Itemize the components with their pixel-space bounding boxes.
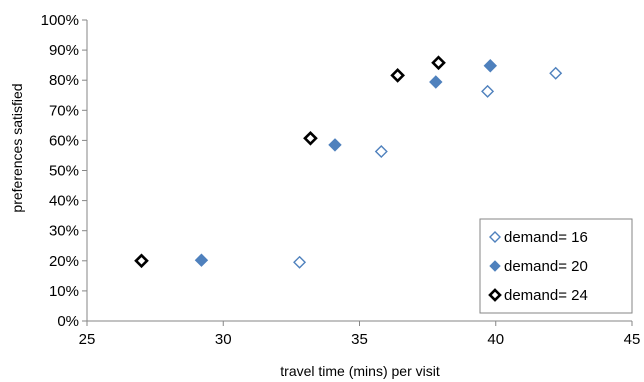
legend-marker-series-2	[489, 260, 501, 272]
y-tick-label: 20%	[49, 253, 79, 270]
y-tick-label: 50%	[49, 163, 79, 180]
y-axis-title: preferences satisfied	[9, 83, 25, 212]
legend-marker-series-1	[489, 231, 501, 243]
y-tick-label: 100%	[41, 12, 79, 29]
axes: 0% 10% 20% 30% 40% 50% 60% 70% 80% 90% 100% 25 30 35 4…	[41, 12, 641, 348]
data-point-series-2	[194, 253, 209, 267]
y-tick-label: 40%	[49, 193, 79, 210]
data-points	[134, 55, 563, 269]
data-point-series-1	[374, 145, 388, 159]
x-tick-label: 30	[215, 331, 232, 348]
data-point-series-1	[293, 255, 307, 269]
y-tick-label: 80%	[49, 72, 79, 89]
y-tick-label: 60%	[49, 132, 79, 149]
data-point-series-1	[549, 66, 563, 80]
data-point-series-3	[390, 68, 405, 83]
y-tick-label: 10%	[49, 283, 79, 300]
y-tick-label: 0%	[57, 313, 79, 330]
data-point-series-3	[134, 253, 149, 269]
legend-label-series-1: demand= 16	[504, 229, 588, 246]
y-tick-label: 30%	[49, 223, 79, 240]
y-axis-title-group: preferences satisfied	[9, 83, 25, 212]
data-point-series-2	[483, 59, 498, 73]
legend-label-series-2: demand= 20	[504, 258, 588, 275]
x-tick-label: 35	[351, 331, 368, 348]
legend-box	[479, 218, 633, 314]
data-point-series-1	[481, 84, 495, 98]
data-point-series-3	[303, 130, 318, 146]
x-tick-label: 25	[79, 331, 96, 348]
data-point-series-3	[431, 55, 446, 71]
x-axis-title: travel time (mins) per visit	[280, 363, 440, 379]
y-tick-label: 70%	[49, 102, 79, 119]
legend-label-series-3: demand= 24	[504, 287, 588, 304]
legend: demand= 16 demand= 20 demand= 24	[479, 218, 633, 314]
x-tick-label: 40	[487, 331, 504, 348]
legend-marker-series-3	[488, 288, 502, 302]
y-tick-label: 90%	[49, 42, 79, 59]
data-point-series-2	[328, 138, 342, 152]
data-point-series-2	[429, 75, 443, 89]
x-tick-label: 45	[624, 331, 641, 348]
